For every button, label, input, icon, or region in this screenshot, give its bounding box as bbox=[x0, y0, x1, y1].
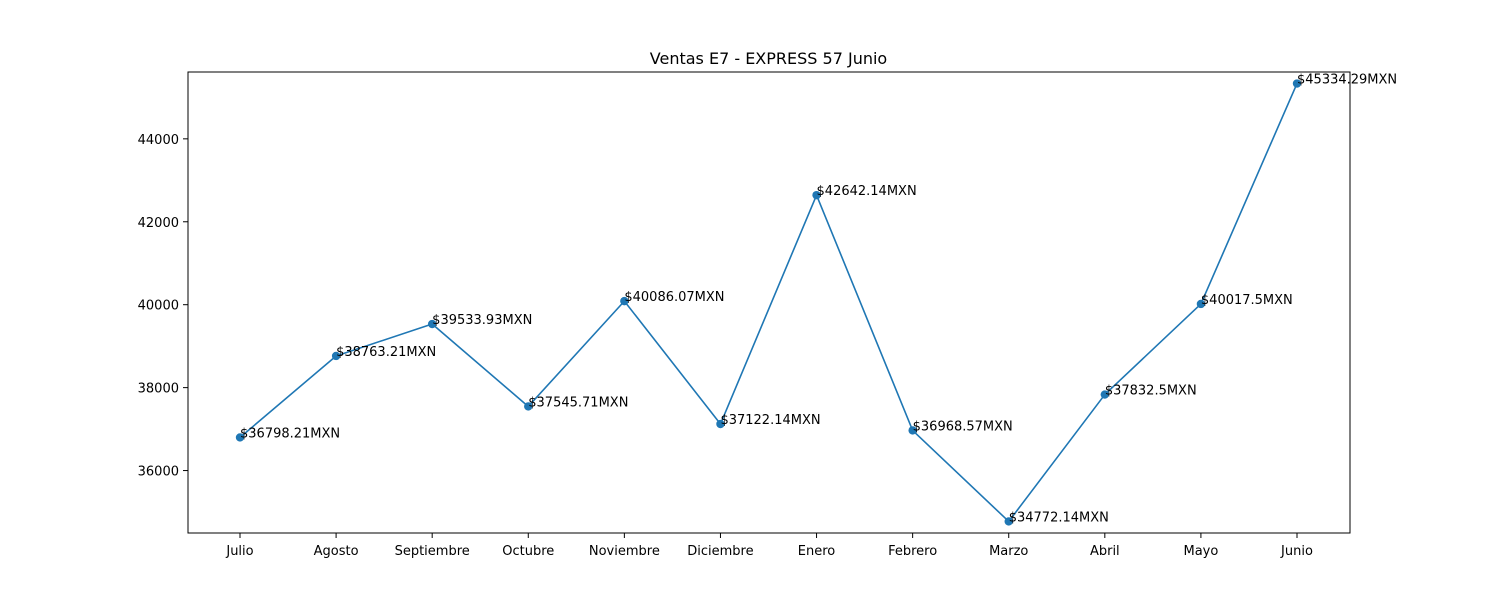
data-label: $37545.71MXN bbox=[528, 395, 628, 410]
data-label: $42642.14MXN bbox=[817, 184, 917, 199]
data-label: $40017.5MXN bbox=[1201, 293, 1293, 308]
chart-title: Ventas E7 - EXPRESS 57 Junio bbox=[650, 49, 887, 68]
x-tick-label: Diciembre bbox=[687, 544, 753, 559]
y-tick-label: 40000 bbox=[138, 299, 179, 314]
data-point bbox=[235, 433, 245, 442]
data-label: $36968.57MXN bbox=[913, 419, 1013, 434]
data-point bbox=[524, 402, 533, 411]
x-tick-label: Abril bbox=[1090, 544, 1120, 559]
data-label: $40086.07MXN bbox=[624, 290, 724, 305]
data-point bbox=[1100, 390, 1110, 399]
data-point bbox=[1004, 517, 1013, 526]
data-label: $36798.21MXN bbox=[240, 426, 340, 441]
series-line bbox=[239, 83, 1298, 523]
data-label: $34772.14MXN bbox=[1009, 510, 1109, 525]
data-label: $37122.14MXN bbox=[720, 413, 820, 428]
data-point bbox=[812, 190, 821, 200]
data-label: $39533.93MXN bbox=[432, 313, 532, 328]
data-label: $37832.5MXN bbox=[1105, 384, 1197, 399]
data-point bbox=[1292, 79, 1302, 88]
y-axis: 36000 38000 40000 42000 44000 bbox=[138, 133, 188, 480]
data-point bbox=[620, 296, 629, 306]
plot-frame bbox=[187, 71, 1351, 534]
x-axis: Julio Agosto Septiembre Octubre Noviembre Dic… bbox=[225, 533, 1313, 559]
data-point bbox=[1196, 299, 1206, 309]
y-tick-label: 42000 bbox=[138, 216, 179, 231]
data-label: $45334.29MXN bbox=[1297, 73, 1397, 88]
x-tick-label: Marzo bbox=[989, 544, 1028, 559]
data-label: $38763.21MXN bbox=[336, 345, 436, 360]
x-tick-label: Febrero bbox=[888, 544, 937, 559]
x-tick-label: Noviembre bbox=[589, 544, 660, 559]
x-tick-label: Junio bbox=[1280, 544, 1313, 559]
y-tick-label: 38000 bbox=[138, 382, 179, 397]
x-tick-label: Agosto bbox=[314, 544, 359, 559]
data-point bbox=[427, 319, 437, 329]
x-tick-label: Septiembre bbox=[395, 544, 470, 559]
x-tick-label: Octubre bbox=[502, 544, 554, 559]
y-tick-label: 36000 bbox=[138, 465, 179, 480]
data-point bbox=[716, 419, 725, 429]
y-tick-label: 44000 bbox=[138, 133, 179, 148]
data-labels-layer: $36798.21MXN $38763.21MXN $39533.93MXN $375… bbox=[240, 73, 1397, 526]
x-tick-label: Enero bbox=[798, 544, 836, 559]
data-point bbox=[331, 351, 341, 361]
x-tick-label: Mayo bbox=[1183, 544, 1218, 559]
x-tick-label: Julio bbox=[225, 544, 253, 559]
series-layer bbox=[235, 79, 1302, 526]
data-point bbox=[908, 426, 917, 435]
